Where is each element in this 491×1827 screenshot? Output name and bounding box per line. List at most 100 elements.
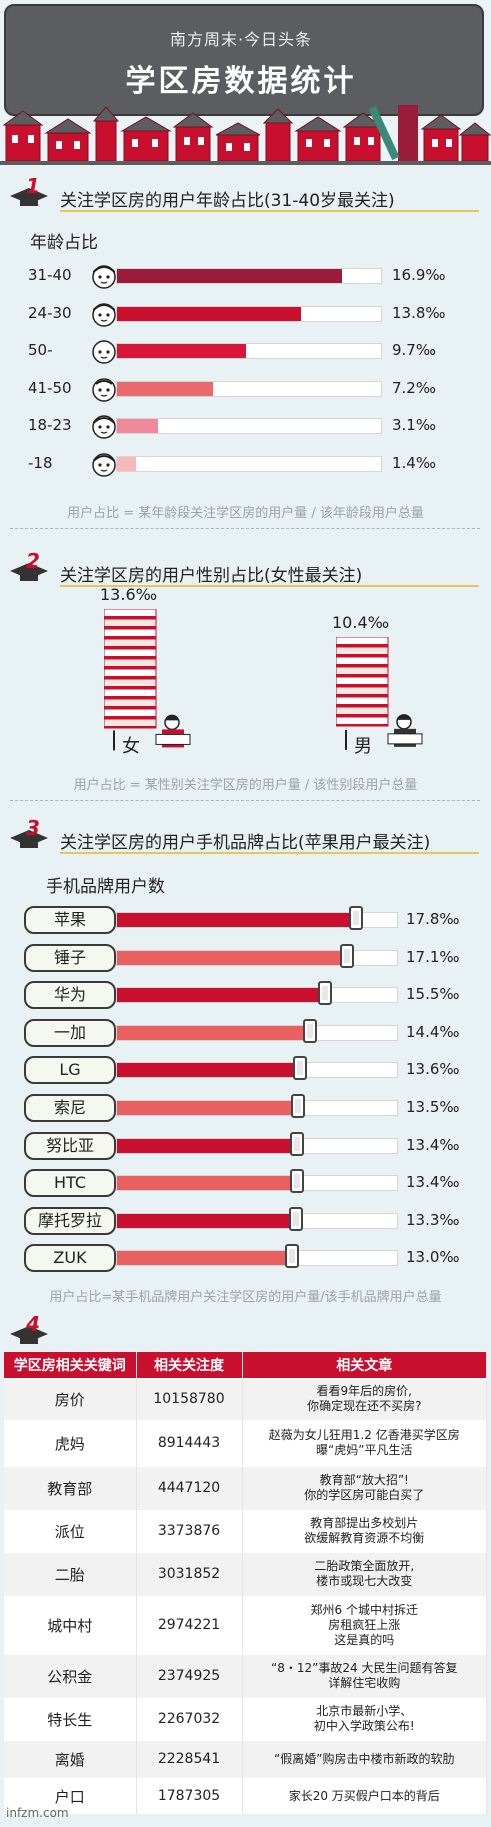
age-bar-row: -18 1.4‰: [0, 452, 491, 477]
person-face-icon: [92, 377, 116, 402]
age-formula-note: 用户占比 = 某年龄段关注学区房的用户量 / 该年龄段用户总量: [67, 506, 424, 521]
attention-cell: 1787305: [136, 1777, 243, 1814]
section-underline: [60, 852, 479, 854]
smartphone-icon: [318, 981, 333, 1006]
section-title-text: 关注学区房的用户性别占比(女性最关注): [60, 566, 363, 586]
phone-brand-label: LG: [24, 1056, 116, 1085]
age-bar: [117, 456, 136, 471]
phone-formula-note: 用户占比=某手机品牌用户关注学区房的用户量/该手机品牌用户总量: [49, 1290, 442, 1305]
age-bar: [117, 344, 246, 358]
phone-brand-label: 索尼: [24, 1094, 116, 1122]
table-row: 公积金 2374925 “8・12”事故24 大民生问题有答复 详解住宅收购: [4, 1653, 487, 1698]
phone-value-label: 15.5‰: [406, 985, 460, 1004]
bar-track: [116, 1250, 398, 1267]
keyword-cell: 公积金: [4, 1653, 137, 1698]
phone-brand-label: 努比亚: [24, 1131, 116, 1160]
section-underline: [60, 585, 479, 587]
phone-bar-row: ZUK 13.0‰: [0, 1244, 491, 1273]
keyword-cell: 二胎: [4, 1551, 137, 1596]
book-stack-bar: [336, 637, 423, 750]
age-bar: [117, 419, 159, 433]
phone-bar: [117, 1025, 311, 1040]
keyword-cell: 虎妈: [4, 1419, 137, 1466]
bar-track: [116, 305, 382, 322]
person-with-pen-icon: [368, 105, 418, 161]
article-cell: “假离婚”购房击中楼市新政的软肋: [242, 1739, 487, 1778]
phone-bar: [117, 1063, 300, 1078]
age-bar: [117, 269, 342, 283]
smartphone-icon: [303, 1018, 318, 1043]
section-number: 1: [26, 174, 40, 198]
phone-bar: [117, 988, 326, 1003]
keyword-cell: 特长生: [4, 1697, 137, 1740]
phone-bar-row: 努比亚 13.4‰: [0, 1131, 491, 1160]
attention-cell: 4447120: [136, 1465, 243, 1510]
smartphone-icon: [289, 1131, 304, 1156]
phone-brand-label: HTC: [24, 1169, 116, 1198]
phone-brand-label: ZUK: [24, 1244, 116, 1273]
bar-track: [116, 268, 382, 284]
section2-title: 2 关注学区房的用户性别占比(女性最关注): [0, 549, 491, 587]
phone-bar: [117, 950, 347, 965]
age-value-label: 16.9‰: [392, 266, 446, 284]
bar-track: [116, 1212, 398, 1229]
bar-track: [116, 1175, 398, 1192]
divider: [10, 800, 480, 801]
age-tick-label: 41-50: [28, 378, 72, 397]
phone-bar-row: 一加 14.4‰: [0, 1018, 491, 1047]
age-bar-row: 41-50 7.2‰: [0, 377, 491, 402]
keyword-cell: 城中村: [4, 1595, 137, 1654]
section-title-text: 关注学区房的用户年龄占比(31-40岁最关注): [60, 191, 395, 211]
smartphone-icon: [292, 1056, 307, 1081]
keyword-cell: 户口: [4, 1777, 137, 1814]
age-bar-row: 50- 9.7‰: [0, 339, 491, 364]
smartphone-icon: [288, 1206, 303, 1231]
smartphone-icon: [339, 943, 354, 968]
phone-value-label: 13.4‰: [406, 1135, 460, 1154]
keyword-cell: 离婚: [4, 1739, 137, 1778]
person-face-icon: [92, 415, 116, 439]
table-column-header: 相关文章: [242, 1352, 487, 1378]
divider: [10, 528, 480, 529]
table-column-header: 相关关注度: [136, 1352, 243, 1378]
keyword-cell: 派位: [4, 1509, 137, 1552]
graduation-cap-icon: [10, 1326, 48, 1344]
section-number: 3: [26, 816, 40, 840]
age-tick-label: 18-23: [28, 416, 72, 434]
age-tick-label: -18: [28, 453, 53, 472]
attention-cell: 3373876: [136, 1509, 243, 1552]
header: 南方周末·今日头条 学区房数据统计: [0, 0, 491, 165]
bar-track: [116, 987, 398, 1004]
smartphone-icon: [291, 1094, 306, 1118]
phone-brand-label: 华为: [24, 981, 116, 1010]
person-face-icon: [92, 265, 116, 289]
phone-bar-row: LG 13.6‰: [0, 1056, 491, 1085]
phone-brand-label: 锤子: [24, 943, 116, 972]
person-face-icon: [92, 340, 116, 364]
keyword-cell: 房价: [4, 1377, 137, 1420]
header-subtitle: 南方周末·今日头条: [169, 30, 313, 49]
section-number: 2: [26, 549, 40, 573]
age-value-label: 3.1‰: [392, 416, 436, 434]
age-bar-row: 18-23 3.1‰: [0, 414, 491, 439]
section-underline: [60, 210, 479, 212]
table-row: 户口 1787305 家长20 万买假户口本的背后: [4, 1777, 487, 1814]
bar-track: [116, 949, 398, 966]
table-row: 离婚 2228541 “假离婚”购房击中楼市新政的软肋: [4, 1739, 487, 1778]
article-cell: 二胎政策全面放开, 楼市或现七大改变: [242, 1551, 487, 1596]
graduation-cap-icon: [10, 830, 48, 848]
title-banner: 南方周末·今日头条 学区房数据统计: [4, 4, 484, 116]
age-value-label: 7.2‰: [392, 378, 436, 397]
table-row: 特长生 2267032 北京市最新小学、 初中入学政策公布!: [4, 1697, 487, 1740]
section4-title: 4: [0, 1312, 491, 1350]
table-row: 房价 10158780 看看9年后的房价, 你确定现在还不买房?: [4, 1377, 487, 1420]
section-title-text: 关注学区房的用户手机品牌占比(苹果用户最关注): [60, 833, 431, 853]
age-bar-row: 31-40 16.9‰: [0, 264, 491, 289]
age-tick-label: 50-: [28, 341, 53, 359]
phone-brand-label: 摩托罗拉: [24, 1206, 116, 1235]
gender-value-label: 13.6‰: [100, 584, 158, 604]
phone-bar-row: 索尼 13.5‰: [0, 1094, 491, 1122]
article-cell: 教育部提出多校划片 欲缓解教育资源不均衡: [242, 1509, 487, 1552]
phone-value-label: 13.5‰: [406, 1098, 460, 1116]
phone-subhead: 手机品牌用户数: [46, 877, 165, 897]
